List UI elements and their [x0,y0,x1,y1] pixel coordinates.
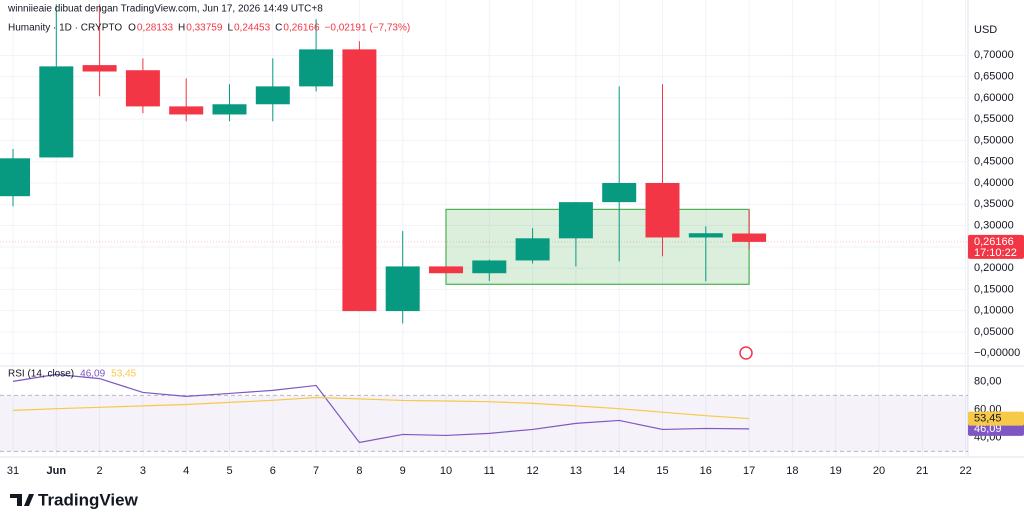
candle-body [645,183,680,238]
value-label: 53,45 [974,412,1002,424]
legend-change: −0,02191 (−7,73%) [325,23,411,34]
x-tick-label: 14 [613,465,625,477]
x-tick-label: 12 [526,465,538,477]
y-tick-label: 0,15000 [974,283,1014,295]
rsi-line [12,396,750,420]
candle-body [732,233,767,242]
y-tick-label: 0,65000 [974,71,1014,83]
x-tick-label: 5 [226,465,232,477]
x-tick-label: 2 [97,465,103,477]
x-tick-label: 15 [656,465,668,477]
value-label-bg [968,411,1024,426]
candle-body [385,266,420,312]
grid [0,0,968,457]
legend-key: L [227,23,233,34]
x-tick-label: 9 [400,465,406,477]
y-tick-label: 0,10000 [974,305,1014,317]
y-tick-label: −0,00000 [974,347,1020,359]
y-tick-label: 0,30000 [974,219,1014,231]
x-tick-label: 31 [7,465,19,477]
brand: TradingView [38,490,139,509]
countdown: 17:10:22 [974,247,1017,259]
legend-value: 0,26166 [283,23,320,34]
candle-body [82,65,117,72]
candle-body [0,158,30,197]
candle-body [688,233,723,238]
x-tick-label: 19 [830,465,842,477]
rsi-legend-value: 46,09 [80,369,105,380]
attribution: winniieaie dibuat dengan TradingView.com… [7,4,323,15]
y-tick-label: 0,35000 [974,198,1014,210]
candle-body [255,86,290,105]
symbol-title: Humanity · 1D · CRYPTO [8,23,122,34]
candle-body [515,238,550,261]
y-tick-label: 0,40000 [974,177,1014,189]
x-tick-label: 11 [484,465,495,477]
price-label: 0,26166 [974,236,1014,248]
rsi-legend-value: 53,45 [111,369,136,380]
x-tick-label: 17 [743,465,755,477]
rsi-line [12,373,750,444]
y-tick-label: 0,55000 [974,113,1014,125]
x-tick-label: 3 [140,465,146,477]
x-tick-label: 21 [916,465,928,477]
y-tick-label: 0,45000 [974,156,1014,168]
candle-body [429,266,463,274]
legend-value: 0,28133 [137,23,174,34]
candle-body [39,66,74,158]
y-tick-label: 0,50000 [974,134,1014,146]
x-tick-label: 4 [183,465,189,477]
axis-title: USD [974,24,997,36]
candle-body [299,49,334,87]
candle-body [169,106,204,115]
legend-value: 0,24453 [234,23,271,34]
candle-body [602,183,637,203]
logo: TradingView [10,490,139,509]
candle-body [342,49,377,312]
x-tick-label: 13 [570,465,582,477]
y-tick-label: 80,00 [974,375,1002,387]
marks [0,4,968,452]
candle-body [558,202,593,239]
x-tick-label: 18 [786,465,798,477]
rsi-band [0,395,968,452]
x-tick-label: 16 [700,465,712,477]
candle-body [212,104,247,115]
x-tick-label: 7 [313,465,319,477]
y-tick-label: 0,70000 [974,49,1014,61]
value-label: 46,09 [974,423,1002,435]
y-tick-label: 0,20000 [974,262,1014,274]
logo-mark [10,494,34,506]
candle-body [472,260,507,274]
x-tick-label: Jun [47,465,67,477]
y-tick-label: 0,60000 [974,92,1014,104]
legend-key: O [128,23,136,34]
labels: −0,000000,050000,100000,150000,200000,25… [7,23,1024,477]
y-tick-label: 0,05000 [974,326,1014,338]
price-label-bg [968,234,1024,259]
x-tick-label: 22 [959,465,971,477]
candle-body [125,70,160,107]
x-tick-label: 6 [270,465,276,477]
legend-key: C [275,23,282,34]
rsi-title: RSI (14, close) [8,369,74,380]
flag-icon[interactable] [739,346,753,360]
legend-value: 0,33759 [186,23,223,34]
x-tick-label: 20 [873,465,885,477]
x-tick-label: 8 [356,465,362,477]
x-tick-label: 10 [440,465,452,477]
legend-key: H [178,23,185,34]
